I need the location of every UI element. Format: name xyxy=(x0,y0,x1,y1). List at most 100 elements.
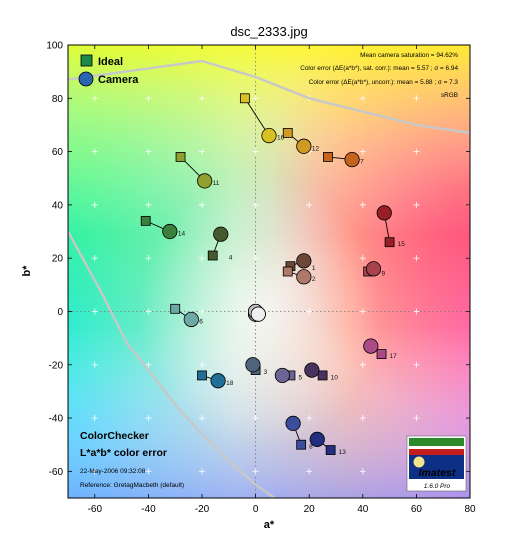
camera-point-9 xyxy=(365,261,382,277)
ideal-point-12 xyxy=(282,128,293,138)
y-tick-label: -40 xyxy=(49,414,64,425)
footer-title-1: ColorChecker xyxy=(80,430,149,442)
patch-label-2: 2 xyxy=(312,276,316,283)
y-tick-label: 20 xyxy=(52,254,64,265)
patch-label-18: 18 xyxy=(226,380,234,387)
grid-plus xyxy=(199,361,205,368)
camera-point-16 xyxy=(261,128,277,144)
info-box: Mean camera saturation = 94.62% Color er… xyxy=(300,52,458,99)
patch-label-11: 11 xyxy=(213,180,220,187)
chart-title: dsc_2333.jpg xyxy=(230,24,307,39)
ideal-point-6 xyxy=(170,303,181,314)
gamut-lower xyxy=(68,230,277,498)
camera-point-1 xyxy=(296,253,312,269)
ideal-point-8 xyxy=(296,439,307,450)
info-error-sat-corr: Color error (ΔE(a*b*), sat. corr.): mean… xyxy=(300,65,458,72)
camera-point-12 xyxy=(296,138,312,154)
x-tick-label: -40 xyxy=(141,504,156,515)
grid-plus xyxy=(359,201,366,208)
grid-plus xyxy=(91,468,98,475)
patch-label-1: 1 xyxy=(312,265,316,272)
legend-ideal-label: Ideal xyxy=(98,56,123,68)
gamut-outline xyxy=(68,59,470,498)
grid-plus xyxy=(199,201,205,208)
patch-label-6: 6 xyxy=(199,318,203,325)
camera-point-11 xyxy=(197,173,213,189)
legend-ideal-marker xyxy=(80,54,93,67)
patch-label-4: 4 xyxy=(229,255,233,262)
y-tick-label: 100 xyxy=(46,41,63,52)
ideal-point-17 xyxy=(376,349,387,360)
y-tick-label: -20 xyxy=(49,360,64,371)
grid-plus xyxy=(145,361,152,368)
camera-point-5 xyxy=(274,367,290,384)
grid-plus xyxy=(252,415,259,422)
x-axis-label: a* xyxy=(264,519,275,531)
ideal-point-7 xyxy=(323,152,333,162)
patch-label-15: 15 xyxy=(398,241,406,248)
footer-title-2: L*a*b* color error xyxy=(80,447,167,459)
patch-label-17: 17 xyxy=(390,353,398,360)
ideal-point-18 xyxy=(197,370,207,381)
grid-plus xyxy=(359,148,366,155)
camera-point-18 xyxy=(210,373,226,389)
camera-point-6 xyxy=(183,311,199,328)
grid-plus xyxy=(359,361,366,368)
x-tick-label: 40 xyxy=(357,504,369,515)
camera-point-14 xyxy=(162,223,178,240)
patch-label-9: 9 xyxy=(382,271,386,278)
y-tick-label: 80 xyxy=(52,94,64,105)
ideal-point-10 xyxy=(317,370,328,381)
y-axis-label: b* xyxy=(21,265,33,277)
patch-label-8: 8 xyxy=(309,444,313,451)
plot-frame xyxy=(67,44,471,499)
grid-plus xyxy=(413,148,420,155)
footer-date: 22-May-2006 09:32:08 xyxy=(80,468,146,475)
grid-plus xyxy=(306,468,313,475)
axes: -60 -40 -20 0 20 40 60 80 -60 -40 -20 0 20 40 60 80 100 xyxy=(46,41,476,516)
grid-plus xyxy=(252,255,259,262)
camera-point-4 xyxy=(213,226,229,242)
patch-label-12: 12 xyxy=(312,145,320,152)
grid-plus xyxy=(145,95,152,102)
ideal-point-2 xyxy=(282,266,293,277)
patch-label-3: 3 xyxy=(264,369,268,376)
camera-point-8 xyxy=(285,415,301,431)
footer-reference: Reference: GretagMacbeth (default) xyxy=(80,482,184,489)
ideal-point-11 xyxy=(175,152,186,162)
logo-version: 1.6.0 Pro xyxy=(424,483,451,490)
x-tick-label: 60 xyxy=(411,504,423,515)
legend-camera-marker xyxy=(78,71,94,87)
camera-point-3 xyxy=(245,357,261,373)
patch-label-16: 16 xyxy=(277,135,285,142)
camera-point-10 xyxy=(304,362,320,378)
y-tick-label: 0 xyxy=(57,307,63,318)
camera-point-2 xyxy=(296,269,312,285)
patch-label-7: 7 xyxy=(360,159,364,166)
grid-plus xyxy=(252,201,259,208)
y-tick-label: -60 xyxy=(49,467,64,478)
grid-plus xyxy=(413,201,420,208)
logo-text: Imatest xyxy=(419,467,456,479)
info-color-space: sRGB xyxy=(441,92,458,99)
grid-plus xyxy=(145,468,152,475)
grid-plus xyxy=(91,308,98,315)
grid-plus xyxy=(306,308,313,315)
grid-plus xyxy=(359,308,366,315)
grid-plus xyxy=(91,148,98,155)
imatest-logo: Imatest 1.6.0 Pro xyxy=(406,435,467,492)
grid-plus xyxy=(91,255,98,262)
grid-plus xyxy=(359,468,366,475)
grid-plus xyxy=(91,201,98,208)
camera-point-15 xyxy=(376,205,392,221)
grid-plus xyxy=(91,95,98,102)
grid-plus xyxy=(199,148,205,155)
camera-point-13 xyxy=(309,431,325,447)
grid-plus xyxy=(145,148,152,155)
grid-plus xyxy=(306,415,313,422)
grid-plus xyxy=(252,468,259,475)
legend-camera-label: Camera xyxy=(98,74,139,86)
camera-point-17 xyxy=(363,338,379,354)
grid-plus xyxy=(91,415,98,422)
